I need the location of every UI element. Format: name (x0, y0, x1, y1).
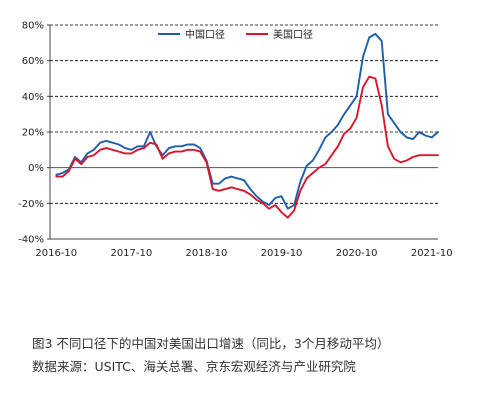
y-tick-label: 0% (28, 163, 44, 174)
y-tick-label: 40% (22, 92, 44, 103)
y-tick-label: -40% (18, 235, 44, 246)
y-tick-label: 80% (22, 21, 44, 32)
legend: 中国口径 美国口径 (158, 28, 313, 41)
x-tick-label: 2016-10 (35, 248, 77, 259)
series-line-2 (55, 75, 439, 219)
data-source-note: 数据来源：USITC、海关总署、京东宏观经济与产业研究院 (32, 359, 356, 374)
y-tick-label: 20% (22, 128, 44, 139)
x-tick-label: 2020-10 (336, 248, 378, 259)
legend-label-1: 中国口径 (185, 28, 225, 41)
y-axis-tick-labels: -40% -20% 0% 20% 40% 60% 80% (18, 21, 44, 246)
axes (47, 24, 438, 240)
legend-label-2: 美国口径 (273, 28, 313, 41)
series-line-1 (55, 32, 439, 210)
x-tick-label: 2019-10 (261, 248, 303, 259)
y-tick-label: -20% (18, 199, 44, 210)
gridlines (50, 24, 438, 204)
y-tick-label: 60% (22, 56, 44, 67)
x-axis-tick-labels: 2016-10 2017-10 2018-10 2019-10 2020-10 2021-… (35, 248, 452, 259)
x-tick-label: 2018-10 (186, 248, 228, 259)
x-tick-label: 2017-10 (110, 248, 152, 259)
x-tick-label: 2021-10 (411, 248, 453, 259)
figure-caption: 图3 不同口径下的中国对美国出口增速（同比，3个月移动平均） (32, 336, 390, 351)
series-lines (55, 32, 439, 219)
line-chart: -40%-20%0%20%40%60%80% 2016-10 2017-10 201… (18, 21, 452, 260)
